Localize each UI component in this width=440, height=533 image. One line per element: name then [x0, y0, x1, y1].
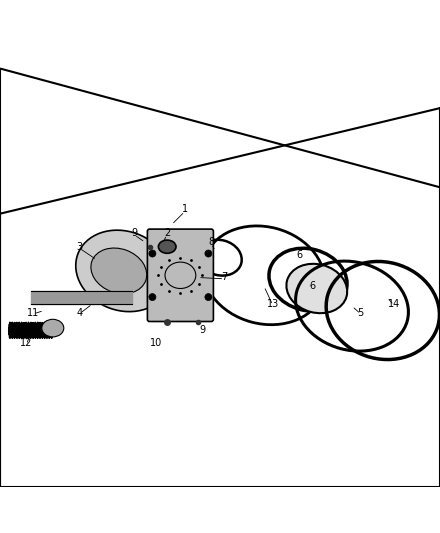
Circle shape [149, 250, 156, 257]
Circle shape [205, 250, 212, 257]
Ellipse shape [286, 264, 347, 313]
Text: 6: 6 [296, 251, 302, 261]
Ellipse shape [91, 248, 147, 294]
Ellipse shape [158, 240, 176, 253]
FancyBboxPatch shape [147, 229, 213, 321]
Text: 13: 13 [267, 299, 279, 309]
Circle shape [149, 294, 156, 301]
Text: 1: 1 [182, 204, 188, 214]
Text: 9: 9 [131, 229, 137, 238]
Text: 5: 5 [358, 308, 364, 318]
Circle shape [205, 294, 212, 301]
Text: 9: 9 [199, 325, 205, 335]
Text: 14: 14 [388, 299, 400, 309]
Text: 12: 12 [20, 338, 33, 349]
Text: 7: 7 [221, 272, 227, 282]
Text: 6: 6 [309, 281, 315, 292]
Ellipse shape [42, 319, 64, 337]
Ellipse shape [76, 230, 171, 312]
Text: 8: 8 [208, 237, 214, 247]
Text: 4: 4 [76, 308, 82, 318]
Text: 2: 2 [164, 229, 170, 238]
Text: 10: 10 [150, 338, 162, 349]
Text: 3: 3 [76, 241, 82, 252]
Text: 11: 11 [27, 308, 39, 318]
